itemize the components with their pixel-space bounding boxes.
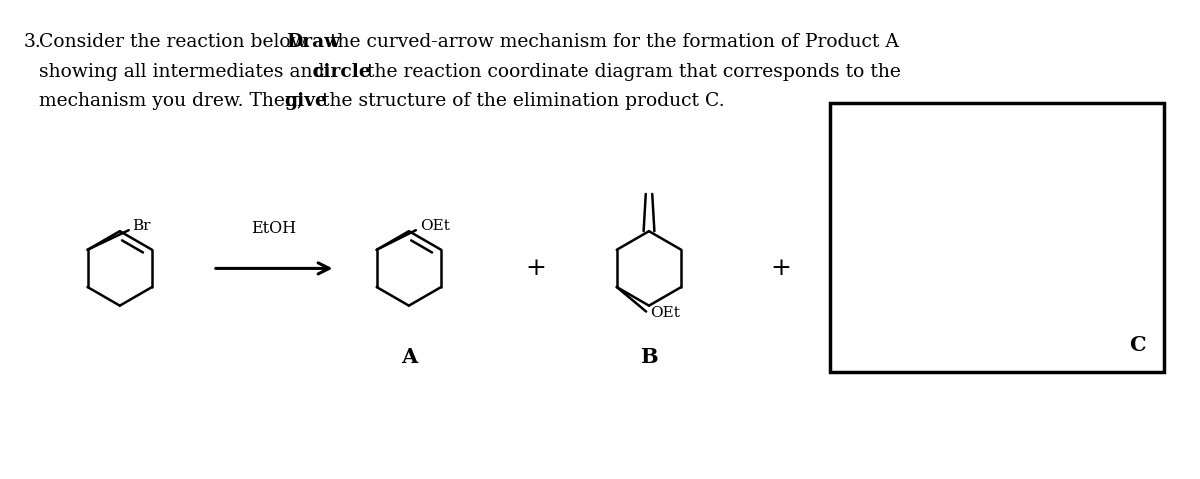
Text: circle: circle — [312, 63, 371, 80]
Text: OEt: OEt — [650, 307, 680, 320]
Text: Br: Br — [133, 219, 151, 233]
Text: EtOH: EtOH — [252, 220, 296, 237]
Text: +: + — [770, 257, 792, 280]
Text: showing all intermediates and: showing all intermediates and — [40, 63, 331, 80]
Text: A: A — [401, 347, 418, 366]
Text: the curved-arrow mechanism for the formation of Product A: the curved-arrow mechanism for the forma… — [324, 33, 899, 51]
Text: give: give — [284, 92, 328, 110]
Text: the structure of the elimination product C.: the structure of the elimination product… — [316, 92, 725, 110]
Text: C: C — [1129, 335, 1146, 354]
Bar — [830, 103, 1164, 372]
Text: mechanism you drew. Then,: mechanism you drew. Then, — [40, 92, 310, 110]
Text: B: B — [640, 347, 658, 366]
Text: the reaction coordinate diagram that corresponds to the: the reaction coordinate diagram that cor… — [361, 63, 901, 80]
Text: Consider the reaction below.: Consider the reaction below. — [40, 33, 317, 51]
Text: Draw: Draw — [287, 33, 341, 51]
Text: 3.: 3. — [24, 33, 42, 51]
Text: OEt: OEt — [420, 219, 450, 233]
Text: +: + — [526, 257, 547, 280]
